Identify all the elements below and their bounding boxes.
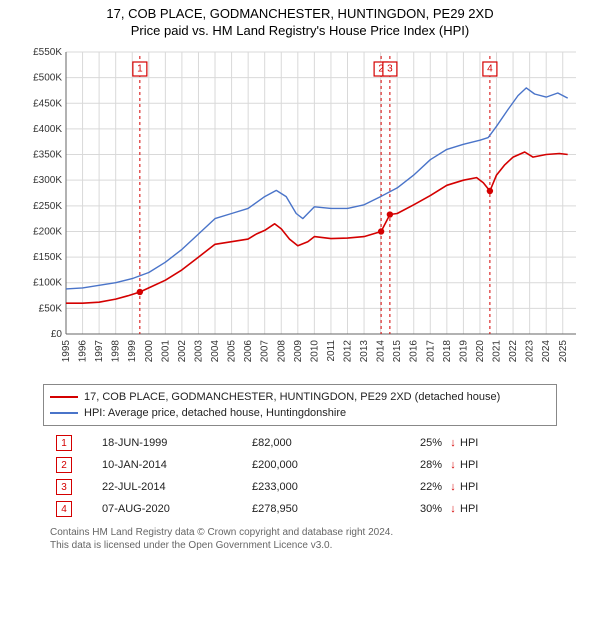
sale-delta: 28%	[372, 459, 446, 471]
sale-marker-box: 4	[56, 501, 72, 517]
down-arrow-icon: ↓	[446, 503, 460, 515]
svg-text:£50K: £50K	[39, 303, 63, 314]
svg-text:1: 1	[137, 64, 143, 75]
legend-swatch	[50, 396, 78, 398]
svg-text:2003: 2003	[193, 340, 204, 363]
svg-text:1998: 1998	[111, 340, 122, 363]
svg-text:1995: 1995	[61, 340, 72, 363]
svg-text:2016: 2016	[409, 340, 420, 363]
svg-text:2014: 2014	[376, 340, 387, 363]
sales-row: 1 18-JUN-1999£82,00025%↓HPI	[50, 432, 550, 454]
page-subtitle: Price paid vs. HM Land Registry's House …	[0, 23, 600, 38]
svg-text:£550K: £550K	[33, 47, 62, 58]
svg-text:2002: 2002	[177, 340, 188, 363]
sales-row: 4 07-AUG-2020£278,95030%↓HPI	[50, 498, 550, 520]
sale-marker-box: 3	[56, 479, 72, 495]
svg-text:4: 4	[487, 64, 493, 75]
svg-text:2022: 2022	[508, 340, 519, 363]
sale-marker-box: 2	[56, 457, 72, 473]
sale-marker-box: 1	[56, 435, 72, 451]
sale-delta: 22%	[372, 481, 446, 493]
sale-date: 18-JUN-1999	[102, 437, 252, 449]
svg-text:2021: 2021	[492, 340, 503, 363]
footer-line: This data is licensed under the Open Gov…	[50, 539, 550, 552]
sale-price: £278,950	[252, 503, 372, 515]
svg-text:£100K: £100K	[33, 278, 62, 289]
legend-item: 17, COB PLACE, GODMANCHESTER, HUNTINGDON…	[50, 389, 550, 405]
svg-text:£350K: £350K	[33, 150, 62, 161]
svg-text:3: 3	[387, 64, 393, 75]
down-arrow-icon: ↓	[446, 481, 460, 493]
footer: Contains HM Land Registry data © Crown c…	[50, 526, 550, 552]
sale-price: £233,000	[252, 481, 372, 493]
sale-vs: HPI	[460, 459, 500, 471]
sale-delta: 30%	[372, 503, 446, 515]
svg-text:2006: 2006	[243, 340, 254, 363]
svg-text:2004: 2004	[210, 340, 221, 363]
svg-text:£150K: £150K	[33, 252, 62, 263]
svg-text:2018: 2018	[442, 340, 453, 363]
sales-row: 3 22-JUL-2014£233,00022%↓HPI	[50, 476, 550, 498]
svg-text:2020: 2020	[475, 340, 486, 363]
sale-vs: HPI	[460, 503, 500, 515]
sale-vs: HPI	[460, 437, 500, 449]
legend-label: 17, COB PLACE, GODMANCHESTER, HUNTINGDON…	[84, 391, 500, 403]
svg-text:2012: 2012	[342, 340, 353, 363]
svg-text:2010: 2010	[309, 340, 320, 363]
sale-price: £200,000	[252, 459, 372, 471]
footer-line: Contains HM Land Registry data © Crown c…	[50, 526, 550, 539]
svg-text:2005: 2005	[227, 340, 238, 363]
sale-date: 07-AUG-2020	[102, 503, 252, 515]
svg-text:2007: 2007	[260, 340, 271, 363]
svg-text:£450K: £450K	[33, 98, 62, 109]
svg-text:2008: 2008	[276, 340, 287, 363]
sale-price: £82,000	[252, 437, 372, 449]
page: 17, COB PLACE, GODMANCHESTER, HUNTINGDON…	[0, 6, 600, 626]
down-arrow-icon: ↓	[446, 437, 460, 449]
svg-text:2017: 2017	[425, 340, 436, 363]
sale-date: 10-JAN-2014	[102, 459, 252, 471]
svg-text:£400K: £400K	[33, 124, 62, 135]
svg-text:2023: 2023	[525, 340, 536, 363]
svg-text:£250K: £250K	[33, 201, 62, 212]
sales-table: 118-JUN-1999£82,00025%↓HPI210-JAN-2014£2…	[50, 432, 550, 520]
svg-text:2000: 2000	[144, 340, 155, 363]
sale-date: 22-JUL-2014	[102, 481, 252, 493]
down-arrow-icon: ↓	[446, 459, 460, 471]
sales-row: 2 10-JAN-2014£200,00028%↓HPI	[50, 454, 550, 476]
svg-text:2024: 2024	[541, 340, 552, 363]
page-title: 17, COB PLACE, GODMANCHESTER, HUNTINGDON…	[0, 6, 600, 21]
svg-text:2025: 2025	[558, 340, 569, 363]
legend: 17, COB PLACE, GODMANCHESTER, HUNTINGDON…	[43, 384, 557, 426]
svg-text:£300K: £300K	[33, 175, 62, 186]
svg-text:£200K: £200K	[33, 226, 62, 237]
svg-text:1996: 1996	[78, 340, 89, 363]
svg-text:£500K: £500K	[33, 73, 62, 84]
legend-swatch	[50, 412, 78, 414]
legend-label: HPI: Average price, detached house, Hunt…	[84, 407, 346, 419]
svg-text:2001: 2001	[160, 340, 171, 363]
svg-text:2009: 2009	[293, 340, 304, 363]
svg-text:£0: £0	[51, 329, 63, 340]
sale-vs: HPI	[460, 481, 500, 493]
legend-item: HPI: Average price, detached house, Hunt…	[50, 405, 550, 421]
svg-text:1999: 1999	[127, 340, 138, 363]
svg-text:2015: 2015	[392, 340, 403, 363]
svg-text:2011: 2011	[326, 340, 337, 362]
svg-text:2013: 2013	[359, 340, 370, 363]
svg-text:1997: 1997	[94, 340, 105, 363]
chart: £0 £50K £100K £150K £200K £250K £300K £350K £400…	[20, 44, 580, 374]
chart-svg: £0 £50K £100K £150K £200K £250K £300K £350K £400…	[20, 44, 580, 374]
svg-text:2019: 2019	[458, 340, 469, 363]
sale-delta: 25%	[372, 437, 446, 449]
